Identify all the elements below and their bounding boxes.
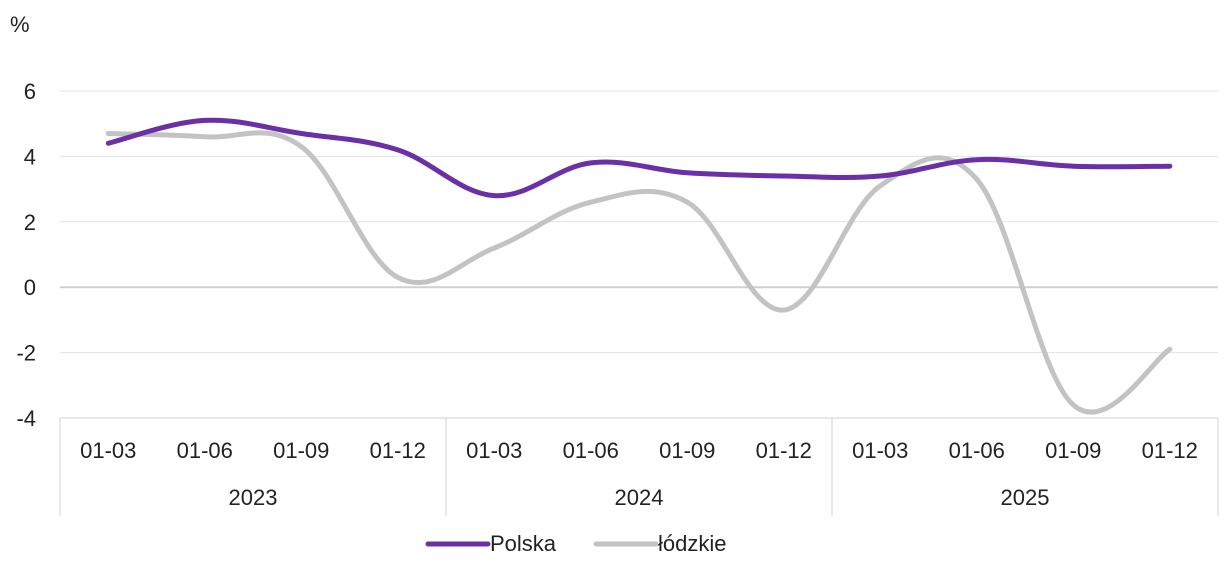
x-tick-label: 01-03 xyxy=(466,438,522,463)
y-tick-label: 4 xyxy=(24,144,36,169)
series-line-0 xyxy=(105,117,1173,199)
x-tick-label: 01-12 xyxy=(756,438,812,463)
x-tick-label: 01-06 xyxy=(563,438,619,463)
x-tick-label: 01-12 xyxy=(1142,438,1198,463)
y-tick-label: 6 xyxy=(24,79,36,104)
y-tick-label: -2 xyxy=(16,341,36,366)
year-group-label: 2023 xyxy=(229,485,278,510)
legend-label: Polska xyxy=(490,531,557,556)
x-tick-label: 01-03 xyxy=(80,438,136,463)
x-axis: 01-03 01-06 01-09 01-12 01-03 01-06 01-09 01-12… xyxy=(59,417,1219,516)
x-tick-label: 01-09 xyxy=(273,438,329,463)
x-tick-label: 01-06 xyxy=(177,438,233,463)
x-tick-label: 01-06 xyxy=(949,438,1005,463)
series-lines xyxy=(105,117,1173,415)
series-line-1 xyxy=(105,130,1173,415)
y-tick-label: 2 xyxy=(24,210,36,235)
year-group-label: 2025 xyxy=(1001,485,1050,510)
x-tick-label: 01-09 xyxy=(659,438,715,463)
y-tick-label: -4 xyxy=(16,406,36,431)
x-tick-label: 01-09 xyxy=(1045,438,1101,463)
y-tick-label: 0 xyxy=(24,275,36,300)
year-group-label: 2024 xyxy=(615,485,664,510)
x-tick-label: 01-12 xyxy=(370,438,426,463)
x-tick-label: 01-03 xyxy=(852,438,908,463)
legend: Polska łódzkie xyxy=(425,531,726,556)
y-axis-ticks: 6 4 2 0 -2 -4 xyxy=(16,79,36,431)
y-unit-label: % xyxy=(10,12,30,37)
gridlines xyxy=(60,90,1218,419)
legend-label: łódzkie xyxy=(658,531,726,556)
